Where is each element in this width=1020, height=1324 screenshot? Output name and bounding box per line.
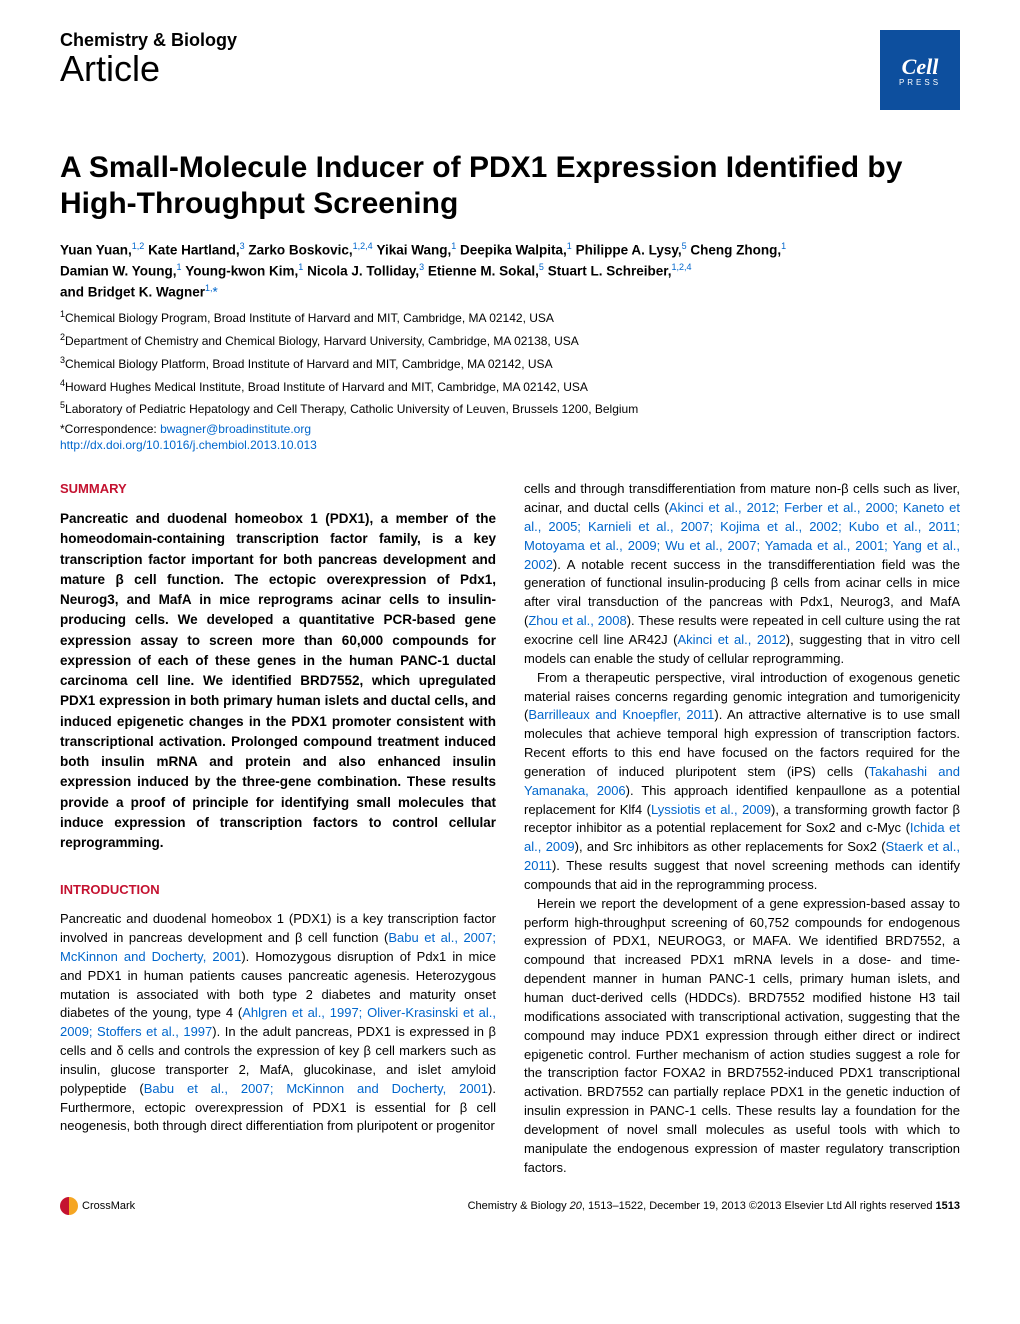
- author: Nicola J. Tolliday,: [307, 263, 419, 278]
- citation-link[interactable]: Lyssiotis et al., 2009: [651, 802, 771, 817]
- affiliation: 4Howard Hughes Medical Institute, Broad …: [60, 377, 960, 396]
- body-paragraph: cells and through transdifferentiation f…: [524, 480, 960, 668]
- page-footer: CrossMark Chemistry & Biology 20, 1513–1…: [60, 1197, 960, 1215]
- introduction-heading: INTRODUCTION: [60, 881, 496, 900]
- corr-star: *: [213, 284, 218, 299]
- summary-text: Pancreatic and duodenal homeobox 1 (PDX1…: [60, 509, 496, 853]
- corr-email-link[interactable]: bwagner@broadinstitute.org: [160, 422, 311, 436]
- citation-link[interactable]: Akinci et al., 2012: [678, 632, 786, 647]
- author: Young-kwon Kim,: [185, 263, 298, 278]
- citation-link[interactable]: Babu et al., 2007; McKinnon and Docherty…: [144, 1081, 488, 1096]
- page-number: 1513: [936, 1200, 960, 1212]
- author: and Bridget K. Wagner: [60, 284, 205, 299]
- crossmark-label: CrossMark: [82, 1200, 135, 1212]
- affiliation: 1Chemical Biology Program, Broad Institu…: [60, 308, 960, 327]
- right-column: cells and through transdifferentiation f…: [524, 480, 960, 1177]
- affil-sup: 1: [567, 241, 572, 251]
- summary-heading: SUMMARY: [60, 480, 496, 499]
- author: Zarko Boskovic,: [248, 243, 352, 258]
- author: Etienne M. Sokal,: [428, 263, 539, 278]
- author: Stuart L. Schreiber,: [548, 263, 672, 278]
- affil-sup: 3: [240, 241, 245, 251]
- cell-press-logo: Cell PRESS: [880, 30, 960, 110]
- corr-label: *Correspondence:: [60, 422, 160, 436]
- intro-paragraph: Pancreatic and duodenal homeobox 1 (PDX1…: [60, 910, 496, 1136]
- affil-sup: 3: [419, 262, 424, 272]
- article-title: A Small-Molecule Inducer of PDX1 Express…: [60, 150, 960, 222]
- affil-sup: 1,2: [132, 241, 145, 251]
- crossmark-icon: [60, 1197, 78, 1215]
- doi-link[interactable]: http://dx.doi.org/10.1016/j.chembiol.201…: [60, 438, 317, 452]
- author: Deepika Walpita,: [460, 243, 567, 258]
- author: Yikai Wang,: [376, 243, 451, 258]
- journal-block: Chemistry & Biology Article: [60, 30, 237, 87]
- affil-sup: 1,2,4: [353, 241, 373, 251]
- authors-line: Yuan Yuan,1,2 Kate Hartland,3 Zarko Bosk…: [60, 240, 960, 302]
- footer-citation: Chemistry & Biology 20, 1513–1522, Decem…: [468, 1200, 960, 1212]
- affil-sup: 1: [451, 241, 456, 251]
- citation-link[interactable]: Barrilleaux and Knoepfler, 2011: [528, 707, 714, 722]
- affil-sup: 1,2,4: [672, 262, 692, 272]
- citation-link[interactable]: Zhou et al., 2008: [528, 613, 626, 628]
- affil-sup: 1: [298, 262, 303, 272]
- left-column: SUMMARY Pancreatic and duodenal homeobox…: [60, 480, 496, 1177]
- logo-press-text: PRESS: [899, 78, 941, 87]
- two-column-body: SUMMARY Pancreatic and duodenal homeobox…: [60, 480, 960, 1177]
- body-paragraph: Herein we report the development of a ge…: [524, 895, 960, 1178]
- affiliation: 5Laboratory of Pediatric Hepatology and …: [60, 399, 960, 418]
- author: Yuan Yuan,: [60, 243, 132, 258]
- correspondence-line: *Correspondence: bwagner@broadinstitute.…: [60, 422, 960, 436]
- body-paragraph: From a therapeutic perspective, viral in…: [524, 669, 960, 895]
- doi-line: http://dx.doi.org/10.1016/j.chembiol.201…: [60, 438, 960, 452]
- affiliation: 2Department of Chemistry and Chemical Bi…: [60, 331, 960, 350]
- affil-sup: 1: [781, 241, 786, 251]
- header-row: Chemistry & Biology Article Cell PRESS: [60, 30, 960, 110]
- logo-cell-text: Cell: [902, 54, 939, 80]
- article-type: Article: [60, 51, 237, 87]
- crossmark-badge[interactable]: CrossMark: [60, 1197, 135, 1215]
- affil-sup: 5: [539, 262, 544, 272]
- author: Kate Hartland,: [148, 243, 240, 258]
- author: Damian W. Young,: [60, 263, 177, 278]
- author: Cheng Zhong,: [690, 243, 781, 258]
- affiliation: 3Chemical Biology Platform, Broad Instit…: [60, 354, 960, 373]
- affil-sup: 1: [177, 262, 182, 272]
- affil-sup: 1,: [205, 283, 213, 293]
- affil-sup: 5: [682, 241, 687, 251]
- author: Philippe A. Lysy,: [576, 243, 682, 258]
